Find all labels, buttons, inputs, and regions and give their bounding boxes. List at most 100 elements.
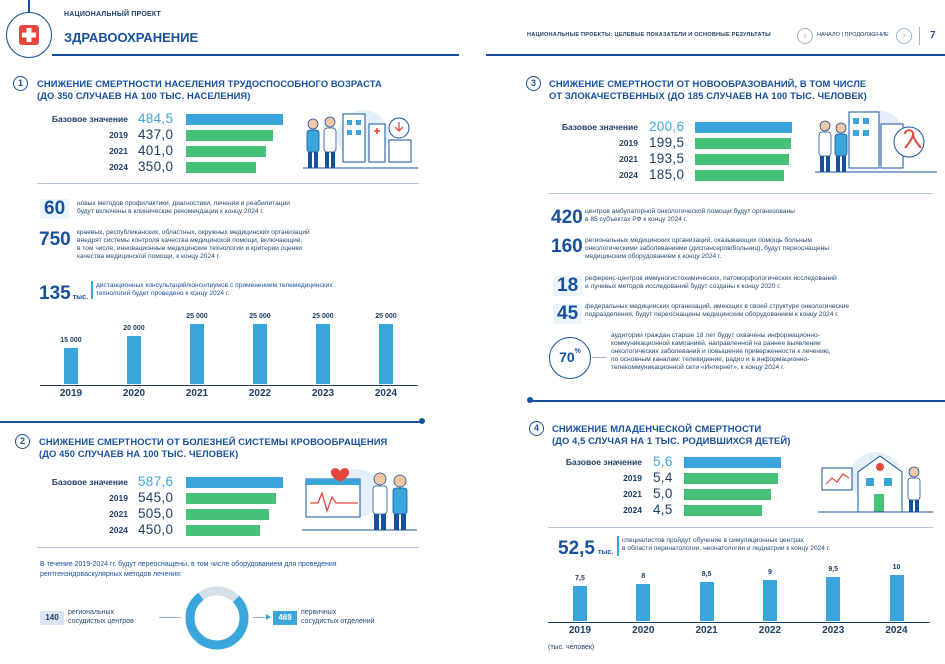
indicator-label: 2021	[623, 489, 642, 499]
section-1-number: 1	[13, 76, 28, 91]
equipment-left-text: региональных сосудистых центров	[68, 608, 134, 626]
chart-bar	[127, 336, 141, 384]
chart-bar	[253, 324, 267, 384]
equipment-text-line2: рентгенэндоваскулярных методов лечения:	[40, 570, 182, 578]
indicator-value: 450,0	[138, 522, 174, 537]
oncology-fact-number: 160	[551, 236, 583, 257]
indicator-value: 4,5	[653, 502, 673, 517]
percent-text-line1: аудитории граждан старше 18 лет будут ох…	[611, 332, 820, 339]
healthcare-workers-illustration	[303, 110, 418, 169]
indicator-label: 2024	[109, 162, 128, 172]
oncology-fact-text-line: подразделения, будут переоснащены медици…	[585, 311, 839, 318]
indicator-value: 5,4	[653, 470, 673, 485]
indicator-bar	[186, 525, 260, 536]
percent-number: 70	[559, 349, 575, 365]
indicator-value: 185,0	[649, 167, 685, 182]
section-3-title-line1: СНИЖЕНИЕ СМЕРТНОСТИ ОТ НОВООБРАЗОВАНИЙ, …	[549, 78, 867, 89]
chart-value-label: 9,5	[828, 566, 839, 573]
indicator-label: 2019	[109, 130, 128, 140]
training-unit: тыс.	[597, 549, 614, 556]
chart-value-label: 10	[892, 564, 901, 571]
chart-bar	[762, 580, 777, 621]
nav-next-button[interactable]: ›	[896, 28, 912, 44]
page-number: 7	[930, 30, 936, 41]
equipment-left-number: 140	[40, 611, 64, 625]
chart-bar	[573, 586, 587, 621]
chart-year-label: 2024	[374, 388, 398, 399]
equipment-right-number: 469	[273, 611, 297, 625]
chart-value-label: 8	[641, 573, 646, 580]
oncology-fact-text: федеральных медицинских организаций, име…	[585, 303, 849, 319]
indicator-value: 5,0	[653, 486, 673, 501]
section-1-title: СНИЖЕНИЕ СМЕРТНОСТИ НАСЕЛЕНИЯ ТРУДОСПОСО…	[37, 78, 382, 102]
fact-750-text: краевых, республиканских, областных, окр…	[77, 229, 310, 261]
training-number-block: 52,5 тыс.	[558, 538, 614, 559]
indicator-value: 484,5	[138, 111, 174, 126]
chart-value-label: 7,5	[575, 575, 585, 582]
indicator-value: 350,0	[138, 159, 174, 174]
oncology-fact-text-line: центров амбулаторной онкологической помо…	[585, 208, 795, 215]
chart-bar	[826, 577, 841, 621]
chart-value-label: 25 000	[186, 313, 208, 320]
indicator-bar	[695, 170, 784, 181]
indicator-value: 587,6	[138, 474, 174, 489]
oncology-fact-text-line: федеральных медицинских организаций, име…	[585, 303, 850, 310]
chart-year-label: 2020	[122, 388, 146, 399]
indicator-bar	[186, 477, 283, 488]
maternity-clinic-illustration	[818, 452, 933, 513]
oncology-fact-text-line: онкологическими заболеваниями (диспансер…	[585, 245, 830, 252]
chart-bar	[636, 584, 651, 621]
percent-text-line5: телекоммуникационной сети «Интернет», к …	[611, 364, 785, 371]
percent-text-line4: по основным каналам: телевидение, радио …	[611, 356, 810, 363]
indicator-label: 2021	[619, 154, 638, 164]
percent-circle: 70%	[549, 337, 591, 379]
indicator-bar	[186, 509, 269, 520]
fact-135-text-line1: дистанционных консультаций/консилиумов с…	[96, 282, 333, 289]
nav-text[interactable]: НАЧАЛО | ПРОДОЛЖЕНИЕ	[817, 32, 889, 38]
medical-cross-icon	[18, 24, 39, 45]
indicator-value: 437,0	[138, 127, 174, 142]
section-4-title-line2: (ДО 4,5 СЛУЧАЯ НА 1 ТЫС. РОДИВШИХСЯ ДЕТЕ…	[552, 435, 791, 446]
fact-60-text: новых методов профилактики, диагностики,…	[77, 200, 290, 216]
indicator-bar	[684, 457, 781, 468]
equipment-right-text-line1: первичных	[301, 609, 337, 616]
section-2-title-line1: СНИЖЕНИЕ СМЕРТНОСТИ ОТ БОЛЕЗНЕЙ СИСТЕМЫ …	[39, 436, 388, 447]
indicator-value: 505,0	[138, 506, 174, 521]
section-3-number: 3	[526, 76, 541, 91]
section-1-title-line1: СНИЖЕНИЕ СМЕРТНОСТИ НАСЕЛЕНИЯ ТРУДОСПОСО…	[37, 78, 382, 89]
chart-year-label: 2023	[311, 388, 335, 399]
oncology-fact-number: 18	[553, 276, 583, 296]
fact-750-text-line1: краевых, республиканских, областных, окр…	[77, 229, 310, 236]
indicator-bar	[186, 114, 283, 125]
indicator-label: 2019	[619, 138, 638, 148]
indicator-bar	[684, 505, 762, 516]
indicator-label: Базовое значение	[565, 457, 642, 467]
fact-135-unit: тыс.	[72, 294, 88, 301]
chart-value-label: 9	[767, 569, 772, 576]
indicator-label: Базовое значение	[51, 114, 128, 124]
fact-60-text-line1: новых методов профилактики, диагностики,…	[77, 200, 290, 207]
chart-year-label: 2022	[758, 625, 782, 636]
oncology-fact-text-line: региональных медицинских организаций, ок…	[585, 237, 812, 244]
nav-prev-button[interactable]: ‹	[797, 28, 813, 44]
fact-135-number: 135	[39, 283, 71, 304]
section-2-title-line2: (ДО 450 СЛУЧАЕВ НА 100 ТЫС. ЧЕЛОВЕК)	[39, 448, 239, 459]
oncology-fact-text: региональных медицинских организаций, ок…	[585, 237, 829, 261]
equipment-left-text-line1: региональных	[68, 609, 115, 616]
fact-750-text-line4: качества медицинской помощи, к концу 202…	[77, 253, 221, 260]
fact-750-text-line2: внедрят системы контроля качества медици…	[77, 237, 303, 244]
indicator-value: 401,0	[138, 143, 174, 158]
indicator-bar	[695, 154, 789, 165]
fact-60-text-line2: будут включены в клинические рекомендаци…	[77, 208, 264, 215]
fact-135-number-block: 135 тыс.	[39, 283, 88, 304]
oncology-fact-number: 420	[551, 207, 583, 228]
percent-text-line2: коммуникационной кампанией, направленной…	[611, 340, 821, 347]
oncology-fact-text: центров амбулаторной онкологической помо…	[585, 208, 795, 224]
chart-value-label: 8,5	[701, 571, 712, 578]
chart-year-label: 2023	[822, 625, 845, 636]
chart-value-label: 25 000	[312, 313, 334, 320]
chart-year-label: 2024	[885, 625, 908, 636]
training-text-line2: в области перинатологии, неонатологии и …	[622, 545, 831, 552]
training-number: 52,5	[558, 538, 595, 559]
percent-text-line3: онкологических заболеваний и повышение п…	[611, 348, 831, 355]
